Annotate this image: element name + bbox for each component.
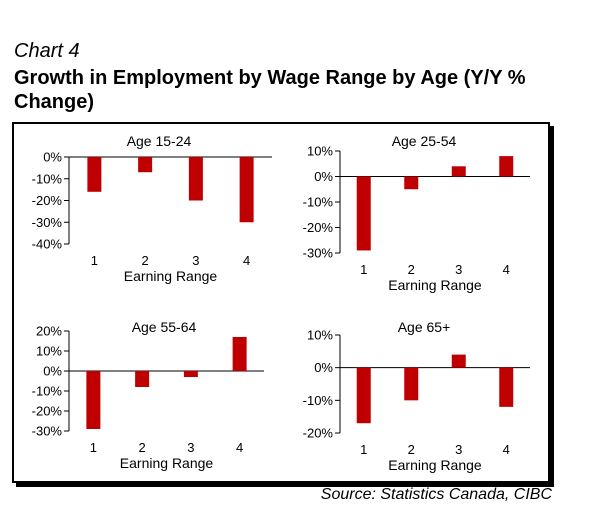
x-tick-label-3-1: 1 xyxy=(90,440,97,455)
y-tick-label-4-1: 10% xyxy=(307,328,333,343)
chart-grid: Age 15-24 0% -10% -20% -30% -40% 1 2 3 4 Earning R… xyxy=(32,133,530,473)
y-tick-label-3-4: -10% xyxy=(32,384,63,399)
panel-title-1: Age 15-24 xyxy=(127,133,192,149)
y-tick-label-2-4: -20% xyxy=(303,220,334,235)
x-tick-label-1-3: 3 xyxy=(192,253,199,268)
bar-1-3 xyxy=(188,157,203,201)
bar-3-2 xyxy=(135,371,150,387)
y-tick-label-1-1: 0% xyxy=(43,150,62,165)
x-tick-label-1-4: 4 xyxy=(243,253,250,268)
bar-4-3 xyxy=(451,354,466,368)
panel-title-3: Age 55-64 xyxy=(132,319,197,335)
y-tick-label-4-3: -10% xyxy=(303,393,334,408)
chart-panel-frame: Age 15-24 0% -10% -20% -30% -40% 1 2 3 4 Earning R… xyxy=(12,122,550,483)
x-tick-label-1-1: 1 xyxy=(91,253,98,268)
y-tick-label-1-4: -30% xyxy=(32,215,63,230)
y-tick-label-2-1: 10% xyxy=(307,144,333,159)
bar-4-1 xyxy=(356,367,371,424)
x-tick-label-4-3: 3 xyxy=(455,442,462,457)
y-tick-label-1-2: -10% xyxy=(32,171,63,186)
y-tick-label-4-4: -20% xyxy=(303,426,334,441)
x-tick-label-2-4: 4 xyxy=(503,262,510,277)
y-tick-label-1-3: -20% xyxy=(32,193,63,208)
chart-title: Growth in Employment by Wage Range by Ag… xyxy=(14,67,526,113)
x-tick-label-2-2: 2 xyxy=(408,262,415,277)
y-tick-label-2-2: 0% xyxy=(314,169,333,184)
y-tick-label-3-5: -20% xyxy=(32,404,63,419)
bar-4-4 xyxy=(499,367,514,407)
bar-2-3 xyxy=(451,166,466,177)
y-tick-label-4-2: 0% xyxy=(314,360,333,375)
x-tick-label-2-1: 1 xyxy=(360,262,367,277)
bar-1-4 xyxy=(239,157,254,223)
bar-1-2 xyxy=(138,157,153,173)
y-tick-label-2-5: -30% xyxy=(303,246,334,261)
bar-1-1 xyxy=(87,157,102,192)
panel-title-2: Age 25-54 xyxy=(392,133,457,149)
source-note: Source: Statistics Canada, CIBC xyxy=(320,486,552,503)
bar-3-1 xyxy=(86,371,101,429)
bar-3-4 xyxy=(232,337,247,371)
x-tick-label-4-1: 1 xyxy=(360,442,367,457)
bar-4-2 xyxy=(404,367,419,401)
y-tick-label-3-2: 10% xyxy=(36,344,62,359)
panel-title-4: Age 65+ xyxy=(398,319,451,335)
x-tick-label-4-4: 4 xyxy=(503,442,510,457)
x-tick-label-1-2: 2 xyxy=(142,253,149,268)
x-tick-label-2-3: 3 xyxy=(455,262,462,277)
bar-3-3 xyxy=(183,371,198,377)
y-tick-label-1-5: -40% xyxy=(32,237,63,252)
bar-2-4 xyxy=(499,156,514,177)
y-tick-label-3-1: 20% xyxy=(36,324,62,339)
y-tick-label-3-6: -30% xyxy=(32,424,63,439)
x-tick-label-3-3: 3 xyxy=(187,440,194,455)
x-axis-label-4: Earning Range xyxy=(388,457,482,473)
x-axis-label-2: Earning Range xyxy=(388,277,482,293)
x-axis-label-1: Earning Range xyxy=(124,268,218,284)
x-tick-label-4-2: 2 xyxy=(408,442,415,457)
y-tick-label-3-3: 0% xyxy=(43,364,62,379)
chart-label: Chart 4 xyxy=(14,40,80,62)
x-tick-label-3-2: 2 xyxy=(139,440,146,455)
x-tick-label-3-4: 4 xyxy=(236,440,243,455)
y-tick-label-2-3: -10% xyxy=(303,195,334,210)
bar-2-2 xyxy=(404,176,419,190)
bar-2-1 xyxy=(356,176,371,251)
x-axis-label-3: Earning Range xyxy=(120,455,214,471)
